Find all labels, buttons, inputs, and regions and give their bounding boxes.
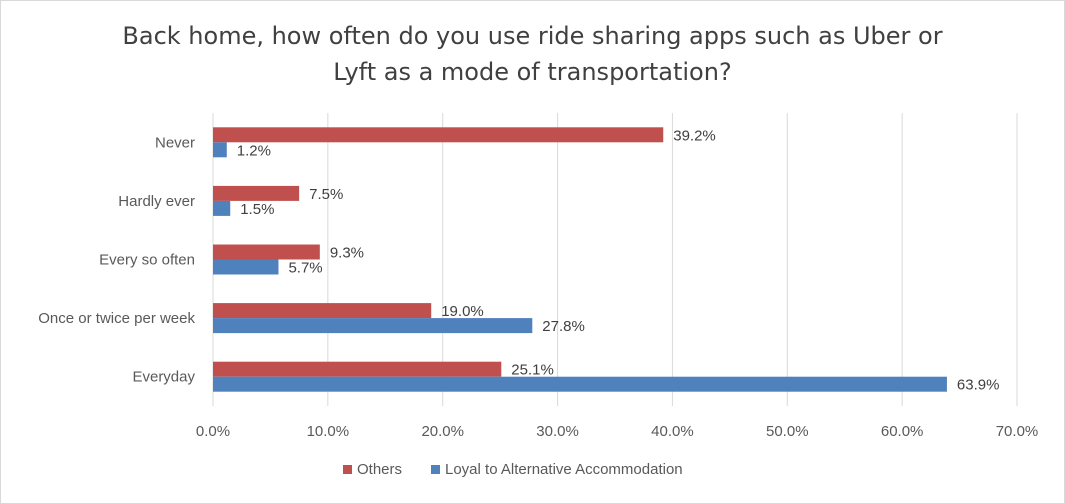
category-label: Everyday bbox=[132, 369, 195, 386]
x-tick-label: 40.0% bbox=[651, 423, 694, 440]
x-tick-label: 30.0% bbox=[536, 423, 579, 440]
legend: Others Loyal to Alternative Accommodation bbox=[343, 461, 683, 478]
legend-swatch bbox=[431, 465, 440, 474]
chart-title: Back home, how often do you use ride sha… bbox=[60, 18, 1005, 90]
gridlines bbox=[212, 113, 1018, 406]
x-tick-label: 70.0% bbox=[996, 423, 1039, 440]
data-label: 63.9% bbox=[957, 377, 1000, 394]
data-label: 1.5% bbox=[240, 201, 274, 218]
bar-others bbox=[213, 127, 664, 143]
category-label: Every so often bbox=[99, 252, 195, 269]
data-label: 7.5% bbox=[309, 186, 343, 203]
x-tick-label: 20.0% bbox=[421, 423, 464, 440]
data-label: 9.3% bbox=[330, 245, 364, 262]
data-label: 1.2% bbox=[237, 142, 271, 159]
bar-others bbox=[213, 185, 300, 201]
bar-others bbox=[213, 361, 502, 377]
x-axis-tick-labels: 0.0% 10.0% 20.0% 30.0% 40.0% 50.0% 60.0% 70.0% bbox=[196, 423, 1038, 440]
data-label: 39.2% bbox=[673, 127, 716, 144]
chart-title-line-1: Back home, how often do you use ride sha… bbox=[122, 22, 943, 50]
bar-others bbox=[213, 303, 432, 319]
category-labels: Never Hardly ever Every so often Once or tw… bbox=[38, 134, 195, 385]
category-label: Never bbox=[155, 134, 195, 151]
x-tick-label: 60.0% bbox=[881, 423, 924, 440]
bars bbox=[213, 127, 947, 392]
data-label: 19.0% bbox=[441, 303, 484, 320]
bar-others bbox=[213, 244, 320, 260]
bar-loyal bbox=[213, 200, 231, 216]
legend-swatch bbox=[343, 465, 352, 474]
data-label: 25.1% bbox=[511, 362, 554, 379]
bar-loyal bbox=[213, 142, 227, 158]
x-tick-label: 0.0% bbox=[196, 423, 230, 440]
chart-title-line-2: Lyft as a mode of transportation? bbox=[333, 58, 732, 86]
x-tick-label: 50.0% bbox=[766, 423, 809, 440]
category-label: Hardly ever bbox=[118, 193, 195, 210]
data-labels: 39.2% 1.2% 7.5% 1.5% 9.3% 5.7% 19.0% 27.8% 25.1%… bbox=[237, 127, 1000, 393]
bar-loyal bbox=[213, 318, 533, 334]
legend-label: Loyal to Alternative Accommodation bbox=[445, 461, 683, 478]
legend-label: Others bbox=[357, 461, 402, 478]
data-label: 27.8% bbox=[542, 318, 585, 335]
data-label: 5.7% bbox=[288, 260, 322, 277]
bar-loyal bbox=[213, 376, 947, 392]
bar-loyal bbox=[213, 259, 279, 275]
x-tick-label: 10.0% bbox=[307, 423, 350, 440]
category-label: Once or twice per week bbox=[38, 310, 195, 327]
